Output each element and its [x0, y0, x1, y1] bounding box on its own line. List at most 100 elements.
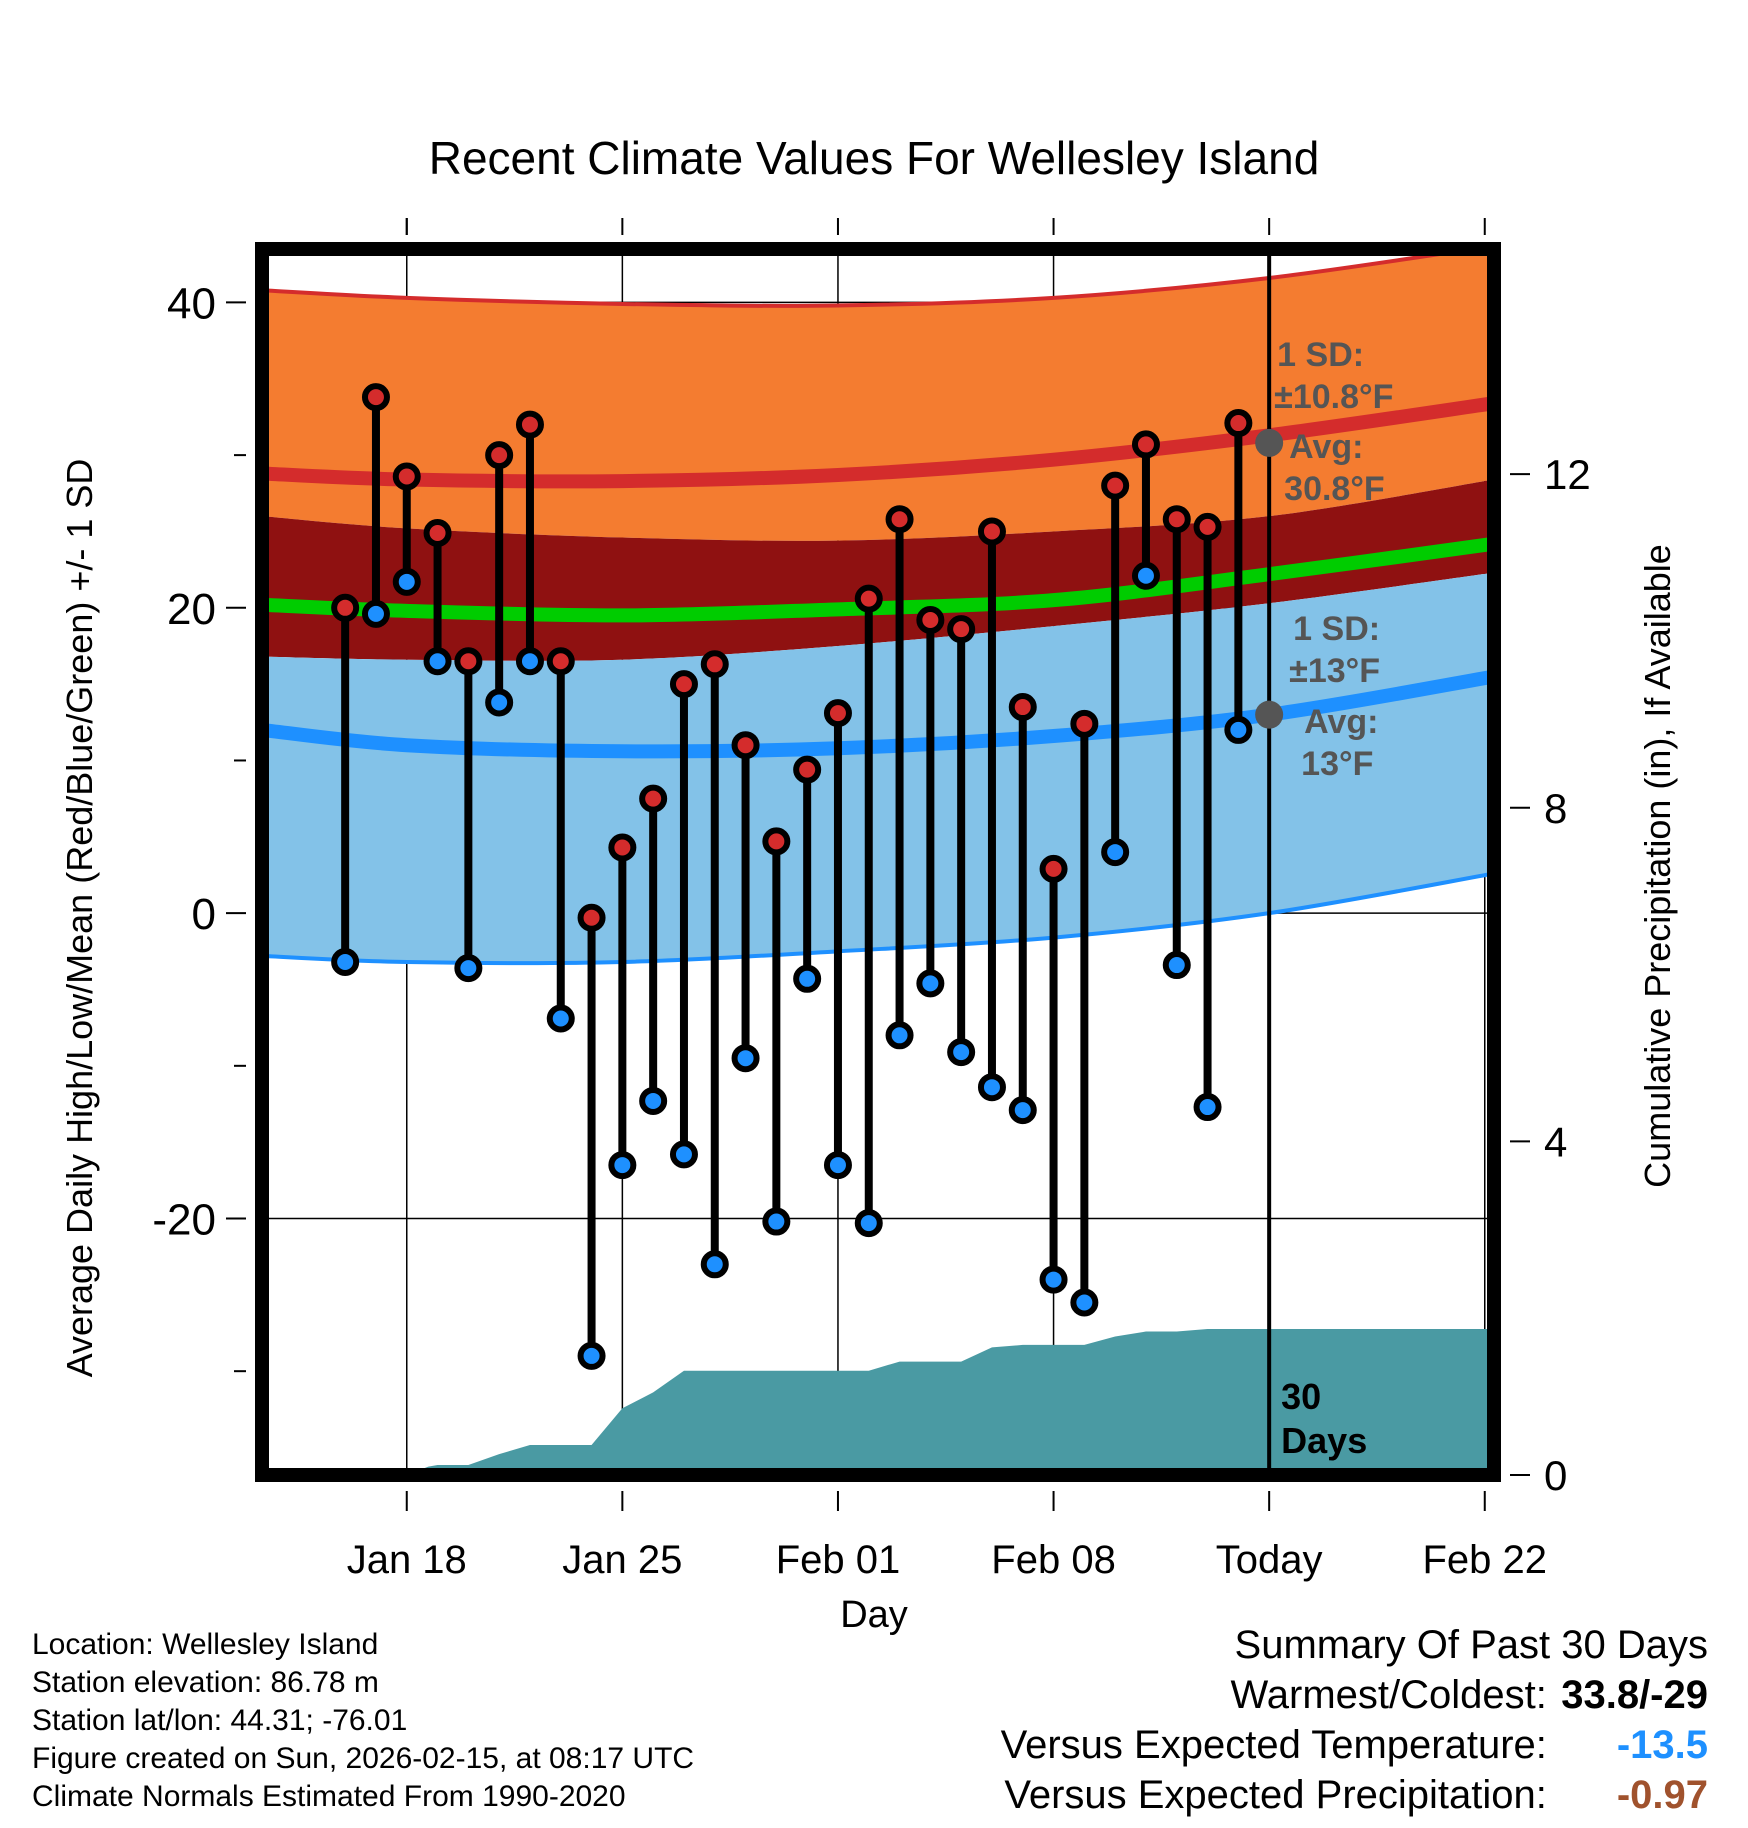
low-point	[793, 964, 822, 993]
daily-points	[331, 383, 1253, 1370]
high-point	[669, 670, 698, 699]
high-point	[793, 755, 822, 784]
y-tick-label: 40	[167, 279, 216, 328]
high-point	[977, 517, 1006, 546]
y2-tick-label: 8	[1544, 785, 1567, 832]
high-point	[1008, 693, 1037, 722]
y2-tick-label: 12	[1544, 451, 1591, 498]
summary-warmest-coldest: Warmest/Coldest: 33.8/-29	[1001, 1670, 1709, 1720]
precipitation-area	[262, 1329, 1494, 1475]
high-avg-value: 30.8°F	[1284, 470, 1385, 508]
low-point	[977, 1073, 1006, 1102]
low-lower-edge	[262, 871, 1494, 966]
low-point	[515, 647, 544, 676]
low-point	[546, 1004, 575, 1033]
high-point	[823, 699, 852, 728]
precip-days-label: Days	[1281, 1420, 1367, 1461]
low-point	[423, 647, 452, 676]
low-point	[639, 1086, 668, 1115]
high-point	[762, 827, 791, 856]
x-tick-label: Feb 22	[1422, 1538, 1547, 1582]
x-tick-label: Feb 01	[776, 1538, 901, 1582]
low-point	[577, 1341, 606, 1370]
low-point	[854, 1209, 883, 1238]
warmest-coldest-value: 33.8/-29	[1561, 1673, 1708, 1717]
low-point	[1193, 1093, 1222, 1122]
x-tick-label: Jan 25	[562, 1538, 682, 1582]
high-point	[1193, 512, 1222, 541]
summary-panel: Summary Of Past 30 Days Warmest/Coldest:…	[1001, 1620, 1708, 1820]
high-point	[885, 505, 914, 534]
high-point	[577, 903, 606, 932]
high-point	[1162, 505, 1191, 534]
high-point	[854, 584, 883, 613]
station-info: Location: Wellesley Island Station eleva…	[32, 1626, 694, 1816]
low-sd-value: ±13°F	[1289, 652, 1380, 690]
y2-tick-label: 0	[1544, 1452, 1567, 1499]
axes: -20 0 20 40 0 4 8 12 Jan 18 Jan 25 Feb 01 Feb 08 Tod…	[152, 218, 1591, 1582]
mean-avg-line	[262, 536, 1494, 623]
high-point	[1224, 409, 1253, 438]
high-point	[916, 606, 945, 635]
annotations: 1 SD: ±10.8°F Avg: 30.8°F 1 SD: ±13°F Avg: 13°F…	[1255, 336, 1393, 1461]
y2-axis-label: Cumulative Precipitation (in), If Availa…	[1637, 544, 1678, 1188]
x-tick-label: Jan 18	[347, 1538, 467, 1582]
high-point	[454, 647, 483, 676]
high-point	[1070, 709, 1099, 738]
low-point	[331, 948, 360, 977]
precip-value: -0.97	[1616, 1773, 1708, 1817]
low-point	[1131, 561, 1160, 590]
y-axis-label: Average Daily High/Low/Mean (Red/Blue/Gr…	[59, 459, 100, 1378]
info-latlon: Station lat/lon: 44.31; -76.01	[32, 1704, 408, 1737]
x-tick-label: Feb 08	[991, 1538, 1116, 1582]
low-sd-label: 1 SD:	[1293, 610, 1380, 648]
low-point	[1008, 1096, 1037, 1125]
high-point	[392, 462, 421, 491]
warmest-coldest-label: Warmest/Coldest:	[1230, 1673, 1547, 1717]
precip-area	[262, 1329, 1494, 1475]
high-point	[731, 731, 760, 760]
high-point	[700, 650, 729, 679]
temp-label: Versus Expected Temperature:	[1000, 1723, 1547, 1767]
low-avg-value: 13°F	[1301, 745, 1373, 783]
high-avg-today-dot	[1255, 428, 1284, 457]
high-sd-band	[262, 249, 1494, 541]
high-point	[331, 593, 360, 622]
low-point	[916, 969, 945, 998]
high-upper-edge	[262, 249, 1487, 308]
x-tick-label: Today	[1216, 1538, 1323, 1582]
y2-tick-label: 4	[1544, 1118, 1567, 1165]
y-tick-label: 0	[192, 890, 216, 939]
low-point	[1162, 951, 1191, 980]
low-avg-today-dot	[1255, 700, 1284, 729]
temp-value: -13.5	[1616, 1723, 1708, 1767]
high-point	[947, 615, 976, 644]
high-point	[1131, 430, 1160, 459]
low-avg-label: Avg:	[1304, 703, 1378, 741]
high-point	[639, 784, 668, 813]
low-point	[1070, 1288, 1099, 1317]
low-point	[1224, 715, 1253, 744]
high-point	[546, 647, 575, 676]
low-point	[669, 1140, 698, 1169]
low-point	[731, 1044, 760, 1073]
high-sd-label: 1 SD:	[1277, 336, 1364, 374]
info-normals: Climate Normals Estimated From 1990-2020	[32, 1780, 626, 1813]
low-point	[700, 1250, 729, 1279]
info-elevation: Station elevation: 86.78 m	[32, 1666, 379, 1699]
summary-temp: Versus Expected Temperature: -13.5	[1001, 1720, 1708, 1770]
high-point	[515, 410, 544, 439]
precip-label: Versus Expected Precipitation:	[1004, 1773, 1547, 1817]
summary-precip: Versus Expected Precipitation: -0.97	[1001, 1770, 1708, 1820]
y-tick-label: 20	[167, 585, 216, 634]
low-point	[392, 567, 421, 596]
low-point	[361, 599, 390, 628]
low-point	[1101, 838, 1130, 867]
high-avg-label: Avg:	[1289, 428, 1363, 466]
high-point	[485, 441, 514, 470]
info-created: Figure created on Sun, 2026-02-15, at 08…	[32, 1742, 695, 1775]
y-tick-label: -20	[152, 1196, 216, 1245]
high-point	[423, 518, 452, 547]
high-point	[1101, 471, 1130, 500]
chart-title: Recent Climate Values For Wellesley Isla…	[429, 132, 1320, 184]
